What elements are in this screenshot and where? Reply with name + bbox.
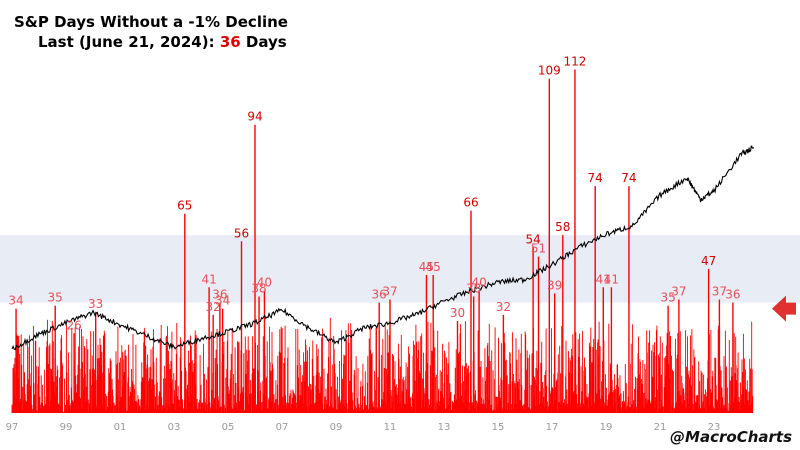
bar-value-label: 35	[660, 291, 675, 305]
x-tick-label: 97	[6, 422, 19, 433]
subtitle-value: 36	[219, 33, 241, 51]
bar-value-label: 51	[531, 242, 546, 256]
bar-value-label: 54	[525, 232, 540, 246]
index-line	[11, 145, 755, 351]
x-tick-label: 11	[384, 422, 397, 433]
bars-layer	[11, 69, 754, 413]
bar-value-label: 45	[419, 260, 434, 274]
bar-value-label: 39	[547, 278, 562, 292]
bar-value-label: 109	[538, 64, 561, 78]
x-tick-label: 07	[276, 422, 289, 433]
current-value-arrow	[772, 295, 796, 322]
bar-value-label: 37	[712, 285, 727, 299]
bar-value-label: 74	[621, 171, 636, 185]
bar-value-label: 94	[247, 110, 262, 124]
bar-value-label: 36	[725, 288, 740, 302]
bar-value-label: 26	[66, 318, 81, 332]
bar-value-label: 74	[588, 171, 603, 185]
bar-value-label: 33	[88, 297, 103, 311]
title-block: S&P Days Without a -1% Decline Last (Jun…	[14, 12, 288, 52]
bar-value-label: 34	[215, 294, 230, 308]
streak-noise	[11, 318, 754, 413]
bar-value-label: 40	[257, 275, 272, 289]
bar-value-label: 37	[671, 285, 686, 299]
bar-value-label: 32	[206, 300, 221, 314]
bar-value-label: 30	[450, 306, 465, 320]
subtitle-prefix: Last (June 21, 2024):	[38, 33, 220, 51]
x-tick-label: 99	[60, 422, 73, 433]
x-tick-label: 05	[222, 422, 235, 433]
x-tick-label: 15	[492, 422, 505, 433]
bar-value-label: 56	[234, 226, 249, 240]
bar-value-label: 58	[555, 220, 570, 234]
x-tick-label: 09	[330, 422, 343, 433]
bar-value-label: 40	[471, 275, 486, 289]
bar-value-label: 36	[372, 288, 387, 302]
x-tick-label: 03	[168, 422, 181, 433]
x-tick-label: 23	[708, 422, 721, 433]
bar-value-label: 38	[251, 281, 266, 295]
bar-value-label: 41	[201, 272, 216, 286]
x-tick-label: 19	[600, 422, 613, 433]
x-tick-label: 01	[114, 422, 127, 433]
bar-value-label: 112	[563, 55, 586, 69]
x-tick-label: 21	[654, 422, 667, 433]
chart-title: S&P Days Without a -1% Decline	[14, 13, 288, 31]
x-axis: 97 99 01 03 05 07 09 11 13 15 17 19 21 23	[6, 422, 721, 433]
x-tick-label: 17	[546, 422, 559, 433]
labels-layer: 34 35263365413236345694384036374545306638…	[8, 55, 740, 333]
bar-value-label: 37	[382, 285, 397, 299]
bar-value-label: 35	[48, 291, 63, 305]
bar-value-label: 41	[604, 272, 619, 286]
bar-value-label: 65	[177, 199, 192, 213]
bar-value-label: 45	[426, 260, 441, 274]
bar-value-label: 34	[8, 294, 23, 308]
highlight-band	[0, 235, 800, 303]
watermark: @MacroCharts	[670, 428, 792, 446]
bar-value-label: 36	[212, 288, 227, 302]
chart-subtitle: Last (June 21, 2024): 36 Days	[14, 32, 288, 52]
subtitle-suffix: Days	[240, 33, 287, 51]
bar-value-label: 32	[496, 300, 511, 314]
bar-value-label: 38	[466, 281, 481, 295]
bar-value-label: 41	[596, 272, 611, 286]
bar-value-label: 47	[701, 254, 716, 268]
x-tick-label: 13	[438, 422, 451, 433]
bar-value-label: 66	[463, 196, 478, 210]
